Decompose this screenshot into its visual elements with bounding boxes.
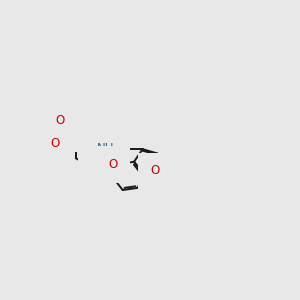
Text: O: O <box>50 137 59 150</box>
Text: S: S <box>91 136 99 149</box>
Text: O: O <box>150 164 160 177</box>
Text: NH: NH <box>96 142 114 154</box>
Text: N: N <box>90 149 99 162</box>
Text: O: O <box>55 114 64 127</box>
Text: O: O <box>109 158 118 171</box>
Text: S: S <box>61 127 68 140</box>
